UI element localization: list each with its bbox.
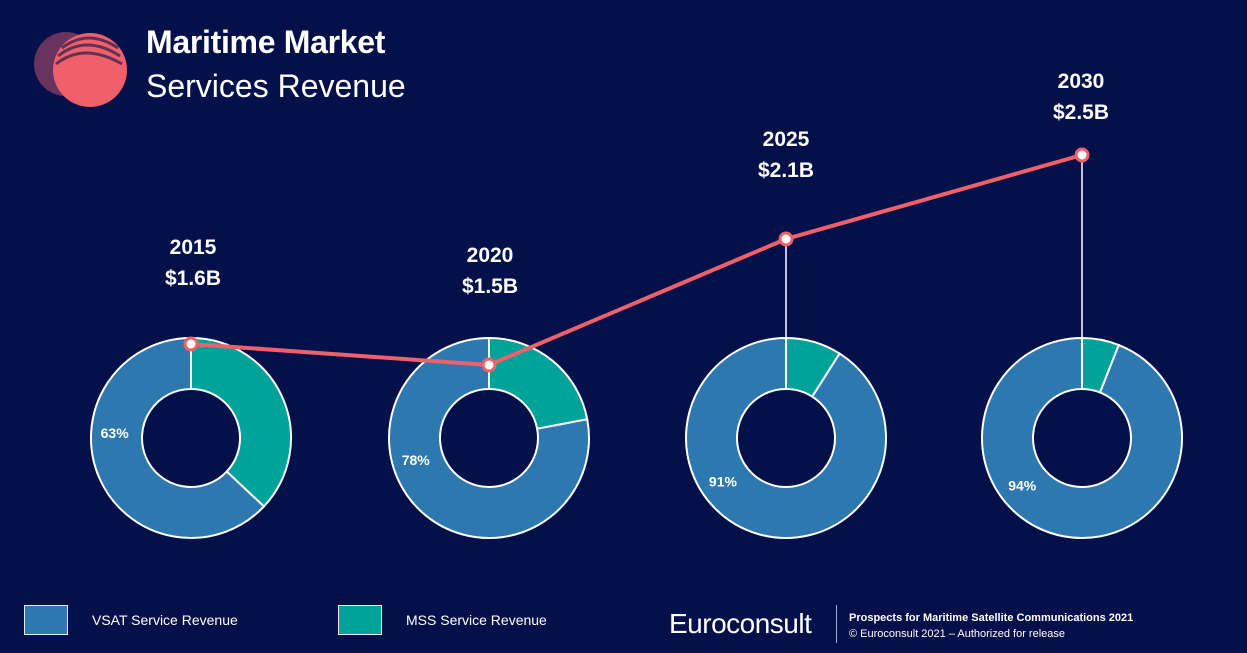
revenue-point-2020 — [481, 357, 497, 373]
revenue-text: $2.1B — [757, 159, 815, 182]
donut-slice-mss — [190, 336, 292, 508]
donut-data-label: 63% — [101, 425, 130, 441]
year-text: 2030 — [1057, 70, 1105, 93]
donut-data-label: 78% — [402, 452, 431, 468]
chart-title: Maritime Market — [146, 24, 386, 60]
legend-vsat: VSAT Service Revenue — [24, 605, 238, 635]
chart-subtitle: Services Revenue — [146, 68, 406, 104]
logo-mark — [34, 32, 127, 107]
donut-slice-vsat — [388, 336, 590, 539]
donut-data-label: 94% — [1008, 478, 1037, 494]
year-text: 2015 — [169, 236, 217, 259]
revenue-text: $1.6B — [164, 267, 222, 290]
donut-slice-mss — [488, 336, 589, 430]
donut-2030: 94% — [981, 336, 1183, 539]
donut-2015: 63% — [90, 336, 292, 539]
footnote: Prospects for Maritime Satellite Communi… — [849, 610, 1133, 642]
brand-divider — [836, 605, 837, 643]
revenue-line — [190, 153, 1083, 368]
year-label-2025: 2025 $2.1B — [726, 124, 846, 186]
year-label-2030: 2030 $2.5B — [1021, 66, 1141, 128]
revenue-point-2015 — [183, 336, 199, 352]
legend-swatch-mss — [338, 605, 382, 635]
footnote-line1: Prospects for Maritime Satellite Communi… — [849, 612, 1134, 624]
donut-data-label: 91% — [709, 473, 738, 489]
brand-logo-text: Euroconsult — [669, 608, 812, 639]
legend-mss: MSS Service Revenue — [338, 605, 547, 635]
legend-swatch-vsat — [24, 605, 68, 635]
legend-label-mss: MSS Service Revenue — [406, 612, 547, 628]
donut-slice-vsat — [90, 336, 266, 539]
year-label-2020: 2020 $1.5B — [430, 240, 550, 302]
revenue-point-2030 — [1074, 147, 1090, 163]
revenue-text: $1.5B — [461, 275, 519, 298]
year-label-2015: 2015 $1.6B — [133, 232, 253, 294]
donut-2020: 78% — [388, 336, 590, 539]
revenue-text: $2.5B — [1052, 101, 1110, 124]
legend-label-vsat: VSAT Service Revenue — [92, 612, 238, 628]
donut-2025: 91% — [685, 336, 887, 539]
revenue-point-2025 — [778, 231, 794, 247]
year-text: 2020 — [466, 244, 514, 267]
footnote-line2: © Euroconsult 2021 – Authorized for rele… — [849, 628, 1066, 640]
donut-slice-vsat — [981, 336, 1183, 539]
title-block: Maritime Market Services Revenue — [146, 22, 406, 106]
donut-slice-vsat — [685, 336, 887, 539]
year-text: 2025 — [762, 128, 810, 151]
